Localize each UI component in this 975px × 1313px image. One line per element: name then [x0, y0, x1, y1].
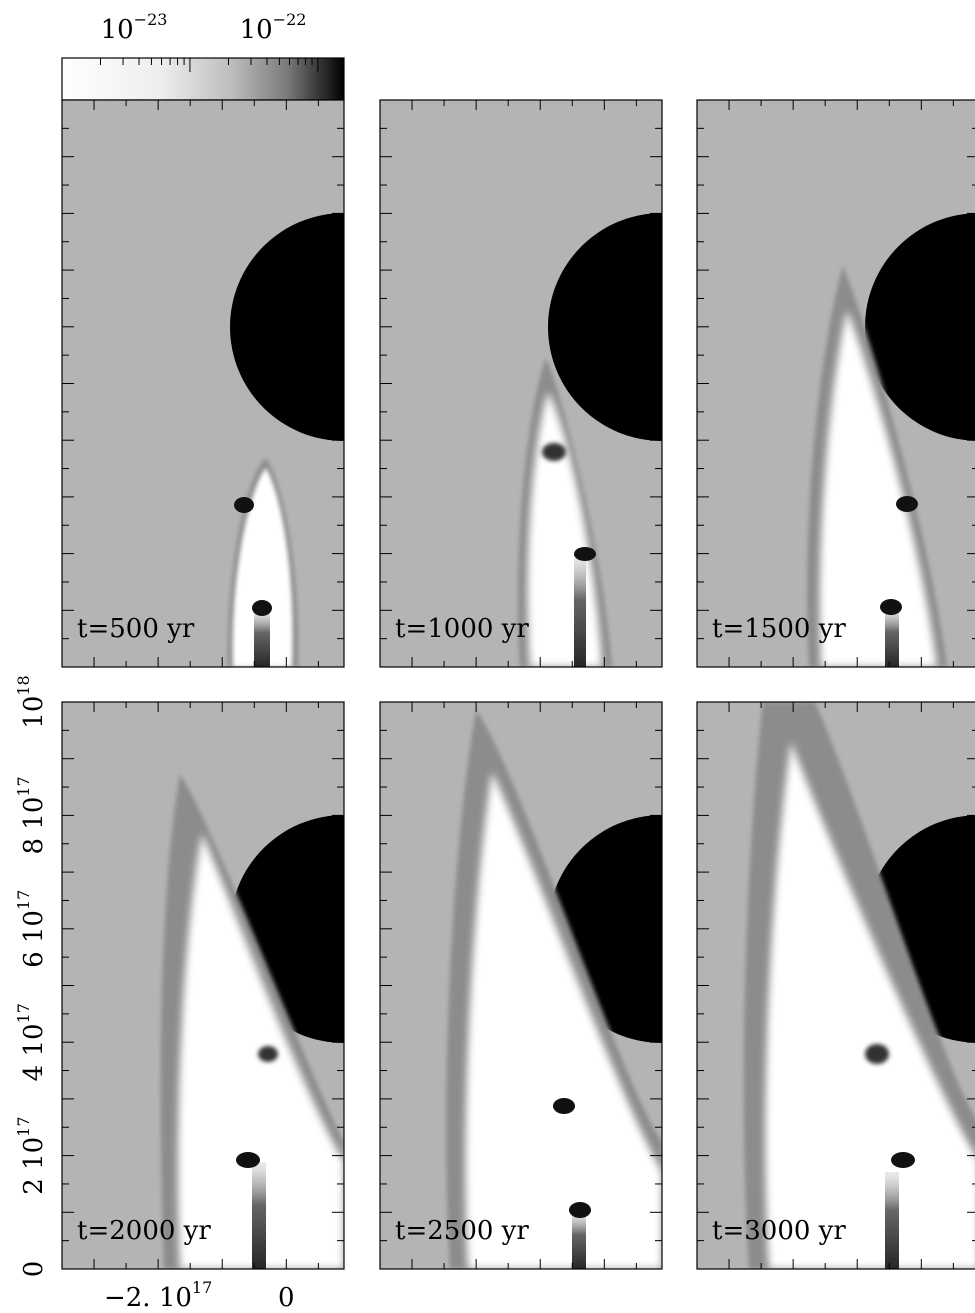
panel-ticks — [697, 100, 975, 667]
panel-t500: t=500 yr — [61, 99, 345, 668]
panel-t2000: t=2000 yr — [61, 701, 345, 1270]
y-tick-label: 1018 — [14, 675, 49, 728]
panel-label: t=2000 yr — [77, 1216, 211, 1246]
cloud — [865, 213, 975, 441]
cloud — [548, 213, 662, 441]
knot — [880, 599, 902, 615]
cavity — [465, 772, 662, 1269]
colorbar-gradient — [61, 57, 345, 101]
cavity — [232, 468, 293, 667]
knot — [236, 1152, 260, 1168]
knot — [891, 1152, 915, 1168]
panel-ticks — [62, 702, 344, 1269]
x-axis-tick-labels: −2. 1017 0 — [104, 1278, 295, 1313]
jet — [572, 1212, 586, 1269]
y-tick-label: 8 1017 — [14, 776, 49, 854]
y-tick-label: 0 — [19, 1261, 49, 1278]
panel-ticks — [380, 100, 662, 667]
panel-label: t=3000 yr — [712, 1216, 846, 1246]
colorbar-ticks — [61, 58, 319, 72]
colorbar-tick-label-1: 10−22 — [240, 10, 307, 45]
panel-label: t=1500 yr — [712, 614, 846, 644]
colorbar-tick-label-0: 10−23 — [101, 10, 168, 45]
knot — [865, 1044, 889, 1064]
panel-ticks — [697, 702, 975, 1269]
colorbar: 10−23 10−22 — [61, 10, 345, 101]
panel-ticks — [380, 702, 662, 1269]
jet — [252, 1162, 266, 1269]
cavity — [819, 310, 937, 667]
y-axis-tick-labels: 0 2 1017 4 1017 6 1017 8 1017 1018 — [14, 675, 49, 1277]
panel-t3000: t=3000 yr — [696, 701, 975, 1270]
panel-t1500: t=1500 yr — [696, 99, 975, 668]
knot — [569, 1202, 591, 1218]
knot — [258, 1046, 278, 1062]
jet — [885, 608, 899, 667]
x-tick-label: −2. 1017 — [104, 1278, 212, 1313]
panel-ticks — [62, 100, 344, 667]
y-tick-label: 6 1017 — [14, 890, 49, 968]
jet — [574, 555, 586, 667]
knot — [896, 496, 918, 512]
panel-label: t=2500 yr — [395, 1216, 529, 1246]
panel-t1000: t=1000 yr — [379, 99, 663, 668]
x-tick-label: 0 — [278, 1283, 295, 1313]
y-tick-label: 4 1017 — [14, 1003, 49, 1081]
jet — [885, 1172, 899, 1269]
panel-label: t=1000 yr — [395, 614, 529, 644]
panel-label: t=500 yr — [77, 614, 195, 644]
y-tick-label: 2 1017 — [14, 1116, 49, 1194]
knot — [553, 1098, 575, 1114]
knot — [574, 547, 596, 561]
panel-t2500: t=2500 yr — [379, 701, 663, 1270]
knot — [542, 443, 566, 461]
cavity — [765, 742, 975, 1269]
jet — [254, 610, 270, 667]
knot — [252, 600, 272, 616]
knot — [234, 497, 254, 513]
cloud — [230, 213, 344, 441]
